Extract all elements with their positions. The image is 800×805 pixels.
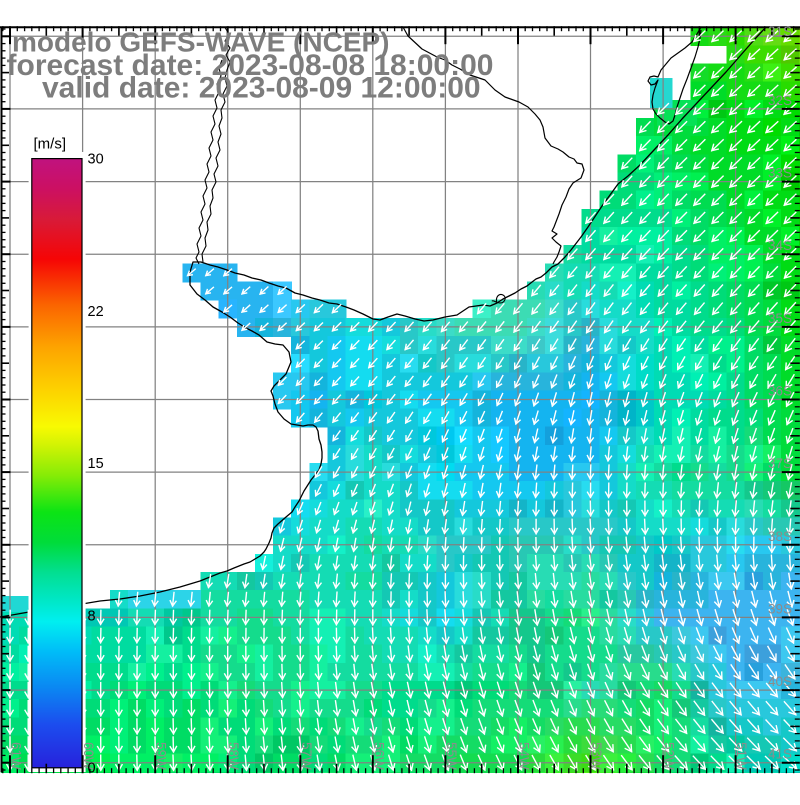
- svg-text:8: 8: [88, 608, 96, 624]
- svg-text:52W: 52W: [662, 742, 677, 770]
- svg-text:modelo GEFS-WAVE (NCEP): modelo GEFS-WAVE (NCEP): [12, 27, 390, 58]
- svg-text:22: 22: [88, 304, 104, 320]
- svg-text:31S: 31S: [768, 24, 792, 39]
- svg-text:30: 30: [88, 152, 104, 168]
- svg-text:51W: 51W: [734, 742, 749, 770]
- svg-text:56W: 56W: [371, 742, 386, 770]
- svg-text:59W: 59W: [154, 742, 169, 770]
- svg-text:61W: 61W: [9, 742, 24, 770]
- svg-text:[m/s]: [m/s]: [34, 136, 67, 153]
- svg-text:37S: 37S: [768, 456, 792, 471]
- svg-text:34S: 34S: [768, 238, 792, 253]
- svg-text:forecast date: 2023-08-08 18:0: forecast date: 2023-08-08 18:00:00: [7, 49, 494, 82]
- svg-text:60W: 60W: [81, 742, 96, 770]
- svg-text:valid date: 2023-08-09 12:00:0: valid date: 2023-08-09 12:00:00: [42, 72, 481, 105]
- svg-text:55W: 55W: [444, 742, 459, 770]
- svg-text:38S: 38S: [768, 529, 792, 544]
- svg-text:15: 15: [88, 456, 104, 472]
- svg-text:40S: 40S: [768, 674, 792, 689]
- svg-text:57W: 57W: [299, 742, 314, 770]
- svg-text:58W: 58W: [226, 742, 241, 770]
- svg-text:0: 0: [88, 761, 96, 777]
- svg-text:53W: 53W: [589, 742, 604, 770]
- svg-text:54W: 54W: [517, 742, 532, 770]
- svg-text:33S: 33S: [768, 166, 792, 181]
- svg-text:35S: 35S: [768, 311, 792, 326]
- svg-text:41S: 41S: [768, 747, 792, 762]
- svg-text:32S: 32S: [768, 93, 792, 108]
- svg-text:39S: 39S: [768, 601, 792, 616]
- svg-text:36S: 36S: [768, 384, 792, 399]
